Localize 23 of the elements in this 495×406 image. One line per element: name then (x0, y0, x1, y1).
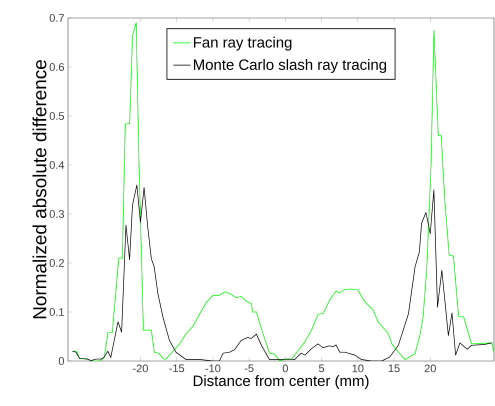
x-tick-label: 5 (318, 364, 324, 372)
line-series (72, 184, 492, 361)
legend-label: Monte Carlo slash ray tracing (194, 58, 386, 73)
y-tick-label: 0.7 (50, 14, 64, 22)
y-tick-label: 0.1 (50, 308, 64, 316)
x-tick-label: 15 (388, 364, 400, 372)
x-axis-title: Distance from center (mm) (194, 375, 368, 390)
y-tick-label: 0.4 (50, 161, 64, 169)
line-series (72, 22, 494, 361)
x-tick-label: -15 (169, 364, 184, 372)
y-tick-label: 0.6 (50, 63, 64, 71)
x-tick-label: 20 (424, 364, 436, 372)
y-tick-label: 0.2 (50, 259, 64, 267)
y-tick-label: 0.3 (50, 210, 64, 218)
y-tick-label: 0 (58, 357, 64, 365)
x-tick-label: 10 (352, 364, 364, 372)
x-tick-label: -10 (205, 364, 220, 372)
x-tick-label: 0 (282, 364, 288, 372)
y-tick-label: 0.5 (50, 112, 64, 120)
y-axis-title: Normalized absolute difference (32, 60, 46, 318)
legend-label: Fan ray tracing (194, 36, 292, 51)
x-tick-label: -20 (133, 364, 148, 372)
x-tick-label: -5 (244, 364, 254, 372)
